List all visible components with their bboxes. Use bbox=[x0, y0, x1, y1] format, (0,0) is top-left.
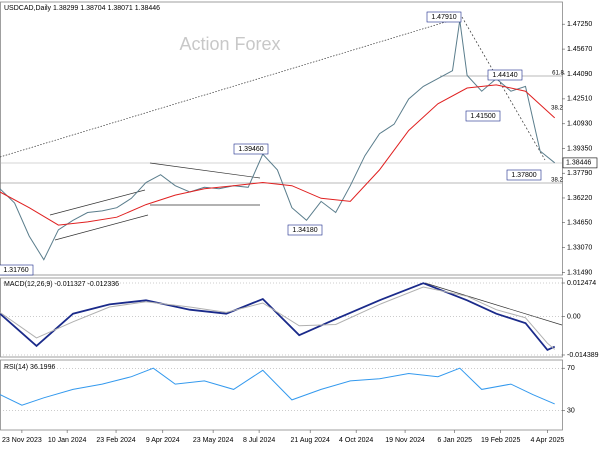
annotation: 1.39460 bbox=[238, 146, 263, 153]
x-tick-label: 6 Jan 2025 bbox=[437, 437, 472, 444]
level-box bbox=[487, 69, 523, 81]
channel-line bbox=[54, 214, 149, 241]
y-tick-label: 1.31490 bbox=[567, 269, 592, 276]
annotation: 1.34180 bbox=[292, 227, 317, 234]
annotation: 1.37800 bbox=[511, 172, 536, 179]
level-box bbox=[465, 110, 501, 122]
annotation: 38.2 bbox=[551, 178, 563, 184]
level-box bbox=[506, 169, 542, 181]
x-tick-label: 4 Oct 2024 bbox=[339, 437, 373, 444]
y-tick-label: 1.37790 bbox=[567, 170, 592, 177]
trend-line bbox=[0, 16, 463, 158]
channel-line bbox=[49, 189, 146, 216]
price-tag bbox=[562, 157, 598, 169]
price-panel bbox=[0, 1, 563, 276]
y-tick-label: 1.33070 bbox=[567, 244, 592, 251]
price-title: USDCAD,Daily 1.38299 1.38704 1.38071 1.3… bbox=[4, 5, 160, 12]
annotation: 38.2 bbox=[551, 106, 563, 112]
annotation: 61.8 bbox=[552, 71, 564, 77]
y-tick-label: 1.39350 bbox=[567, 146, 592, 153]
annotation: 1.44140 bbox=[492, 72, 517, 79]
annotation: 1.41500 bbox=[470, 113, 495, 120]
rsi-title: RSI(14) 36.1996 bbox=[4, 364, 55, 371]
y-tick-label: 70 bbox=[567, 365, 575, 372]
y-tick-label: 1.44090 bbox=[567, 71, 592, 78]
x-tick-label: 23 Nov 2023 bbox=[2, 437, 42, 444]
series-line bbox=[0, 286, 556, 350]
macd-panel bbox=[0, 277, 563, 358]
series-line bbox=[0, 20, 556, 261]
y-tick-label: 1.45670 bbox=[567, 46, 592, 53]
level-box bbox=[287, 224, 323, 236]
x-tick-label: 21 Aug 2024 bbox=[291, 437, 330, 444]
annotation: 1.47910 bbox=[431, 14, 456, 21]
level-box bbox=[233, 143, 269, 155]
x-tick-label: 19 Nov 2024 bbox=[385, 437, 425, 444]
triangle-line bbox=[149, 162, 261, 179]
level-box bbox=[426, 11, 462, 23]
x-tick-label: 10 Jan 2024 bbox=[48, 437, 87, 444]
level-box bbox=[0, 264, 34, 276]
y-tick-label: 1.36220 bbox=[567, 195, 592, 202]
watermark: Action Forex bbox=[179, 34, 280, 54]
y-tick-label: 1.40930 bbox=[567, 121, 592, 128]
x-tick-label: 9 Apr 2024 bbox=[146, 437, 180, 444]
series-line bbox=[0, 84, 556, 226]
macd-trend-line bbox=[424, 282, 563, 326]
y-tick-label: 1.42510 bbox=[567, 96, 592, 103]
x-tick-label: 23 Feb 2024 bbox=[96, 437, 135, 444]
x-tick-label: 19 Feb 2025 bbox=[481, 437, 520, 444]
y-tick-label: 30 bbox=[567, 407, 575, 414]
annotation: 1.31760 bbox=[3, 267, 28, 274]
y-tick-label: 0.012474 bbox=[567, 280, 596, 287]
series-line bbox=[0, 282, 556, 351]
x-tick-label: 23 May 2024 bbox=[193, 437, 234, 444]
y-tick-label: -0.014389 bbox=[567, 352, 599, 359]
x-tick-label: 4 Apr 2025 bbox=[530, 437, 564, 444]
series-line bbox=[0, 367, 555, 406]
x-tick-label: 8 Jul 2024 bbox=[243, 437, 275, 444]
trend-line bbox=[461, 16, 546, 161]
y-tick-label: 0.00 bbox=[567, 313, 581, 320]
y-tick-label: 1.47250 bbox=[567, 21, 592, 28]
price-tag-label: 1.38446 bbox=[566, 160, 591, 167]
macd-title: MACD(12,26,9) -0.011327 -0.012336 bbox=[4, 281, 119, 288]
y-tick-label: 1.34650 bbox=[567, 220, 592, 227]
